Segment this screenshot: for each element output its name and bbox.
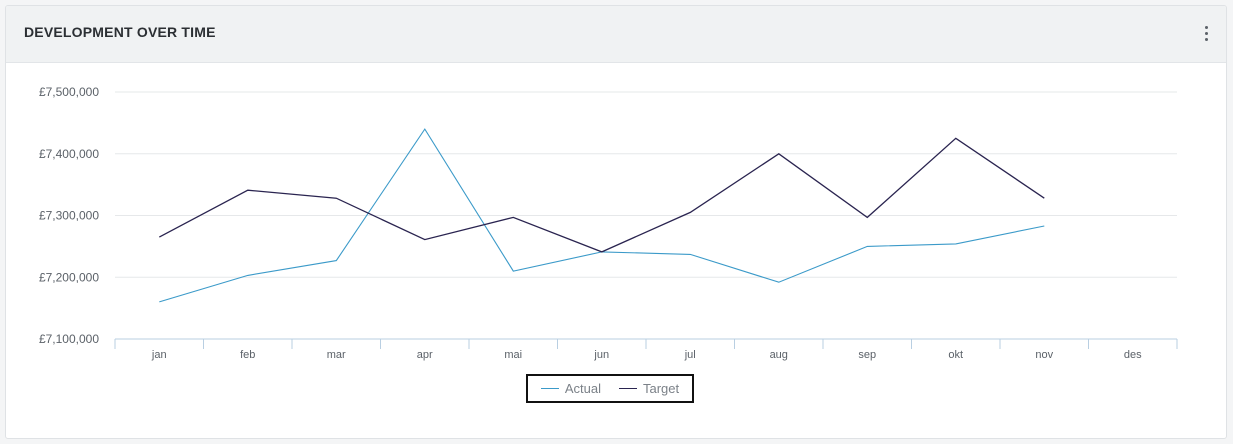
legend-item-target[interactable]: Target [619,381,679,396]
x-tick-label-des: des [1124,349,1142,361]
y-tick-label: £7,100,000 [39,332,99,346]
card-header: DEVELOPMENT OVER TIME [6,6,1226,63]
card-title: DEVELOPMENT OVER TIME [24,24,216,40]
menu-dot [1204,25,1208,29]
x-tick-label-jun: jun [593,349,609,361]
more-vertical-icon[interactable] [1198,22,1214,44]
x-tick-label-sep: sep [858,349,876,361]
x-tick-label-jan: jan [151,349,167,361]
legend-label-actual: Actual [564,381,601,396]
y-tick-label: £7,500,000 [39,85,99,99]
y-tick-label: £7,400,000 [39,147,99,161]
development-card: DEVELOPMENT OVER TIME £7,100,000 £7,200,0… [5,5,1227,439]
menu-dot [1204,37,1208,41]
line-chart: £7,100,000 £7,200,000 £7,300,000 £7,400,000… [39,85,1178,361]
legend-swatch-target [619,388,637,389]
menu-dot [1204,31,1208,35]
x-tick-label-mar: mar [327,349,346,361]
x-tick-label-feb: feb [240,349,255,361]
legend-label-target: Target [643,381,680,396]
x-tick-label-jul: jul [684,349,696,361]
x-tick-label-nov: nov [1035,349,1053,361]
x-tick-label-apr: apr [417,349,433,361]
y-tick-label: £7,200,000 [39,270,99,284]
legend-item-actual[interactable]: Actual [540,381,601,396]
target-line [158,137,1045,253]
legend-swatch-actual [540,388,559,389]
x-tick-label-aug: aug [770,349,788,361]
chart-legend: Actual Target [526,374,694,403]
x-tick-label-okt: okt [948,349,963,361]
y-tick-label: £7,300,000 [39,209,99,223]
x-tick-label-mai: mai [504,349,522,361]
